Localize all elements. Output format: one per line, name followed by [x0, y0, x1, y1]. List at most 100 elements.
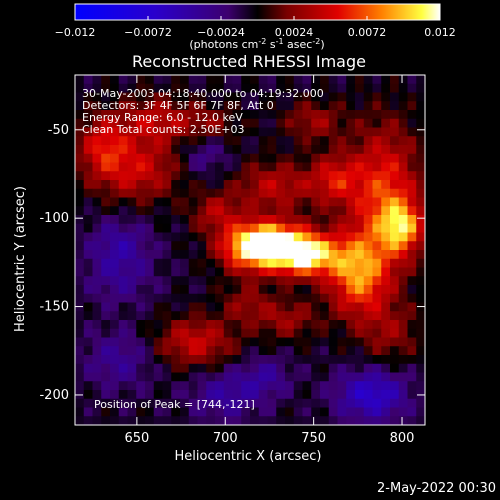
heatmap-cell: [215, 311, 225, 321]
heatmap-cell: [372, 390, 382, 400]
heatmap-cell: [223, 206, 233, 216]
heatmap-cell: [328, 197, 338, 207]
heatmap-cell: [188, 241, 198, 251]
heatmap-cell: [83, 372, 93, 382]
heatmap-cell: [232, 110, 242, 120]
heatmap-cell: [206, 136, 216, 146]
heatmap-cell: [223, 267, 233, 277]
heatmap-cell: [180, 101, 190, 111]
heatmap-cell: [75, 215, 85, 225]
heatmap-cell: [293, 267, 303, 277]
heatmap-cell: [346, 250, 356, 260]
heatmap-cell: [302, 215, 312, 225]
heatmap-cell: [215, 416, 225, 426]
heatmap-cell: [276, 83, 286, 93]
heatmap-cell: [390, 101, 400, 111]
heatmap-cell: [302, 136, 312, 146]
heatmap-cell: [355, 363, 365, 373]
heatmap-cell: [110, 241, 120, 251]
heatmap-cell: [285, 232, 295, 242]
heatmap-cell: [75, 162, 85, 172]
heatmap-cell: [232, 180, 242, 190]
heatmap-cell: [390, 293, 400, 303]
heatmap-cell: [232, 241, 242, 251]
heatmap-cell: [390, 372, 400, 382]
heatmap-cell: [188, 416, 198, 426]
heatmap-cell: [293, 118, 303, 128]
heatmap-cell: [101, 258, 111, 268]
heatmap-cell: [136, 407, 146, 417]
heatmap-cell: [363, 197, 373, 207]
heatmap-cell: [241, 293, 251, 303]
heatmap-cell: [162, 416, 172, 426]
heatmap-cell: [346, 398, 356, 408]
heatmap-cell: [407, 101, 417, 111]
heatmap-cell: [355, 311, 365, 321]
heatmap-cell: [363, 276, 373, 286]
heatmap-cell: [398, 110, 408, 120]
heatmap-cell: [390, 92, 400, 102]
heatmap-cell: [381, 215, 391, 225]
heatmap-cell: [232, 398, 242, 408]
heatmap-cell: [153, 153, 163, 163]
heatmap-cell: [232, 206, 242, 216]
heatmap-cell: [92, 285, 102, 295]
heatmap-cell: [153, 416, 163, 426]
heatmap-cell: [267, 171, 277, 181]
heatmap-cell: [381, 127, 391, 137]
heatmap-cell: [372, 320, 382, 330]
heatmap-cell: [381, 285, 391, 295]
heatmap-cell: [285, 83, 295, 93]
heatmap-cell: [145, 75, 155, 85]
heatmap-cell: [328, 285, 338, 295]
heatmap-cell: [398, 302, 408, 312]
heatmap-cell: [110, 337, 120, 347]
heatmap-cell: [153, 381, 163, 391]
heatmap-cell: [250, 241, 260, 251]
heatmap-cell: [398, 197, 408, 207]
heatmap-cell: [407, 276, 417, 286]
heatmap-cell: [223, 162, 233, 172]
heatmap-cell: [398, 127, 408, 137]
heatmap-cell: [250, 206, 260, 216]
heatmap-cell: [293, 136, 303, 146]
heatmap-cell: [101, 311, 111, 321]
heatmap-cell: [188, 118, 198, 128]
heatmap-cell: [127, 145, 137, 155]
heatmap-cell: [206, 258, 216, 268]
heatmap-cell: [92, 320, 102, 330]
heatmap-cell: [83, 398, 93, 408]
heatmap-cell: [241, 215, 251, 225]
heatmap-cell: [285, 390, 295, 400]
heatmap-cell: [267, 302, 277, 312]
heatmap-cell: [398, 241, 408, 251]
heatmap-cell: [188, 372, 198, 382]
heatmap-cell: [171, 320, 181, 330]
heatmap-cell: [267, 320, 277, 330]
heatmap-cell: [416, 407, 426, 417]
heatmap-cell: [188, 320, 198, 330]
heatmap-cell: [118, 398, 128, 408]
heatmap-cell: [311, 328, 321, 338]
heatmap-cell: [302, 188, 312, 198]
heatmap-cell: [215, 407, 225, 417]
heatmap-cell: [355, 337, 365, 347]
heatmap-cell: [83, 127, 93, 137]
heatmap-cell: [110, 127, 120, 137]
heatmap-cell: [223, 258, 233, 268]
heatmap-cell: [337, 145, 347, 155]
heatmap-cell: [285, 363, 295, 373]
heatmap-cell: [381, 145, 391, 155]
heatmap-cell: [258, 127, 268, 137]
heatmap-cell: [197, 337, 207, 347]
heatmap-cell: [363, 363, 373, 373]
heatmap-cell: [416, 346, 426, 356]
heatmap-cell: [145, 337, 155, 347]
heatmap-cell: [302, 302, 312, 312]
heatmap-cell: [101, 346, 111, 356]
heatmap-cell: [118, 416, 128, 426]
heatmap-cell: [75, 398, 85, 408]
heatmap-cell: [127, 355, 137, 365]
heatmap-cell: [346, 180, 356, 190]
heatmap-cell: [215, 232, 225, 242]
